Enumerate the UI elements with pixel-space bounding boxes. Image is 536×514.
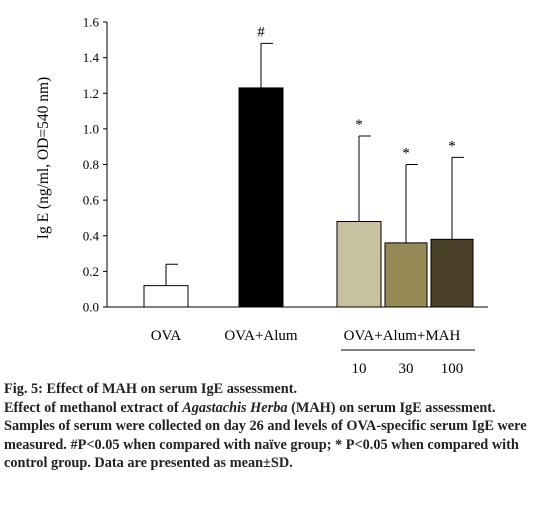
caption-italic-herb: Agastachis Herba [182,399,288,416]
dose-label: 10 [352,361,367,377]
bar [430,238,474,308]
figure-caption: Fig. 5: Effect of MAH on serum IgE asses… [4,380,532,473]
y-tick-label: 1.2 [83,86,99,101]
bar [384,242,428,308]
x-group-label: OVA+Alum+MAH [344,328,461,344]
significance-marks: # * * * [257,24,456,161]
caption-body: Effect of methanol extract of Agastachis… [4,399,532,473]
y-tick-label: 0.8 [83,157,99,172]
bar [143,285,189,308]
y-axis-label: Ig E (ng/ml, OD=540 nm) [35,77,52,239]
y-tick-label: 0.0 [83,300,99,315]
significance-mark: # [257,24,265,40]
y-tick-label: 0.4 [83,228,100,243]
caption-text-start: Effect of methanol extract of [4,399,183,416]
caption-text-end: (MAH) on serum IgE assessment. Samples o… [4,399,527,472]
caption-title: Fig. 5: Effect of MAH on serum IgE asses… [4,381,298,397]
bars [143,87,474,308]
bar [336,221,382,308]
y-ticks: 0.0 0.2 0.4 0.6 0.8 1.0 1.2 1.4 1.6 [83,15,107,315]
error-bars [165,42,464,286]
y-tick-label: 1.6 [83,15,100,30]
plot-area: 0.0 0.2 0.4 0.6 0.8 1.0 1.2 1.4 1.6 # * * * [83,15,488,315]
x-group-label: OVA+Alum [224,328,298,344]
y-tick-label: 1.4 [83,50,100,65]
significance-mark: * [402,146,410,162]
dose-label: 30 [399,361,414,377]
bar [238,87,284,308]
significance-mark: * [355,117,363,133]
y-tick-label: 0.6 [83,193,100,208]
chart: 0.0 0.2 0.4 0.6 0.8 1.0 1.2 1.4 1.6 # * * * Ig E (n… [35,15,488,377]
y-tick-label: 0.2 [83,264,99,279]
significance-mark: * [448,138,456,154]
dose-label: 100 [441,361,464,377]
x-labels: OVA OVA+Alum OVA+Alum+MAH 10 30 100 [151,328,475,377]
y-tick-label: 1.0 [83,121,99,136]
x-group-label: OVA [151,328,182,344]
